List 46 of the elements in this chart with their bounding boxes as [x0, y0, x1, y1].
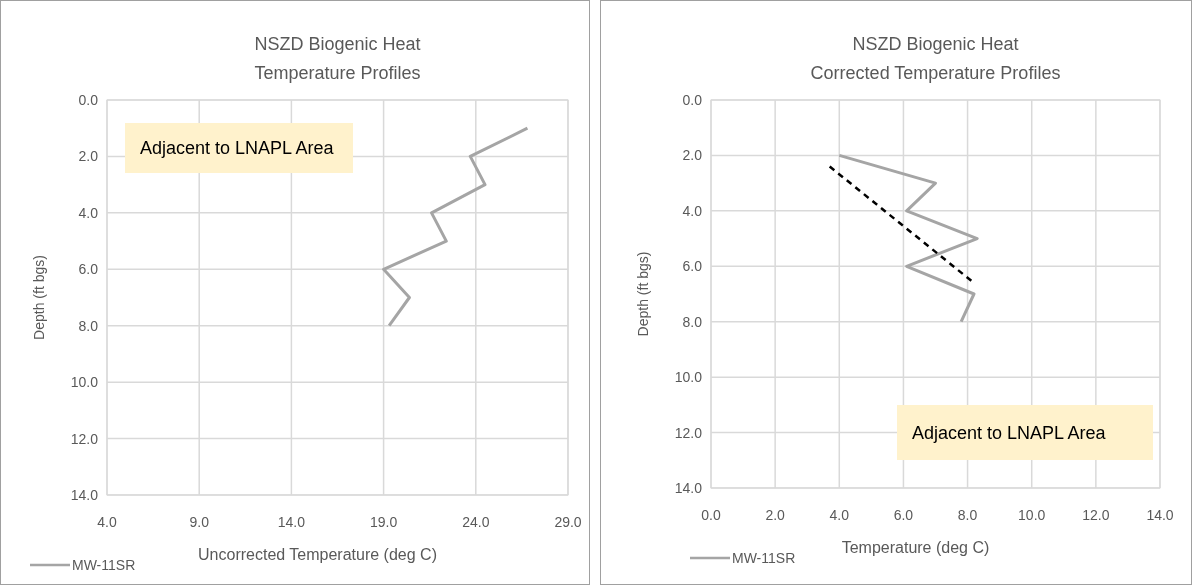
line-series: [837, 153, 979, 324]
y-tick-label: 4.0: [78, 204, 99, 221]
y-axis-title: Depth (ft bgs): [31, 255, 47, 340]
text-box: Adjacent to LNAPL Area: [897, 405, 1153, 460]
x-axis-title: Uncorrected Temperature (deg C): [198, 546, 437, 563]
y-tick-label: 2.0: [682, 147, 703, 164]
x-tick-label: 29.0: [554, 514, 582, 530]
y-tick-label: 6.0: [682, 258, 703, 275]
x-tick-label: 14.0: [1146, 507, 1174, 523]
x-tick-label: 6.0: [893, 507, 914, 523]
chart-subtitle: Corrected Temperature Profiles: [810, 63, 1061, 83]
x-tick-label: 4.0: [97, 514, 117, 530]
legend-label: MW-11SR: [732, 550, 796, 566]
y-tick-label: 8.0: [78, 317, 99, 334]
annotation: Adjacent to LNAPL Area: [140, 138, 335, 158]
chart-title: NSZD Biogenic Heat: [852, 34, 1019, 54]
x-tick-label: 10.0: [1018, 507, 1046, 523]
x-axis-title: Temperature (deg C): [841, 539, 990, 556]
x-tick-label: 4.0: [829, 507, 850, 523]
text-box: Adjacent to LNAPL Area: [125, 123, 353, 173]
x-tick-label: 24.0: [462, 514, 490, 530]
annotation: Adjacent to LNAPL Area: [912, 422, 1107, 443]
y-tick-label: 10.0: [70, 374, 99, 391]
y-tick-label: 10.0: [674, 369, 703, 386]
legend-label: MW-11SR: [72, 557, 136, 573]
x-tick-label: 2.0: [765, 507, 786, 523]
x-tick-label: 12.0: [1082, 507, 1110, 523]
y-tick-label: 6.0: [78, 261, 99, 278]
x-tick-label: 9.0: [189, 514, 210, 530]
x-tick-label: 19.0: [369, 514, 398, 530]
y-tick-label: 4.0: [682, 202, 703, 219]
line-series: [382, 126, 529, 328]
chart-subtitle: Temperature Profiles: [254, 63, 421, 83]
y-tick-label: 12.0: [70, 430, 99, 447]
y-tick-label: 0.0: [682, 92, 703, 108]
y-tick-label: 14.0: [674, 480, 703, 496]
y-tick-label: 2.0: [78, 148, 99, 165]
x-tick-label: 8.0: [957, 507, 978, 523]
chart-title: NSZD Biogenic Heat: [254, 34, 421, 54]
y-axis-title: Depth (ft bgs): [635, 251, 651, 337]
x-tick-label: 0.0: [701, 507, 721, 523]
y-tick-label: 0.0: [78, 92, 99, 108]
x-tick-label: 14.0: [277, 514, 306, 530]
y-tick-label: 14.0: [70, 487, 99, 503]
y-tick-label: 8.0: [682, 313, 703, 330]
y-tick-label: 12.0: [674, 424, 703, 441]
